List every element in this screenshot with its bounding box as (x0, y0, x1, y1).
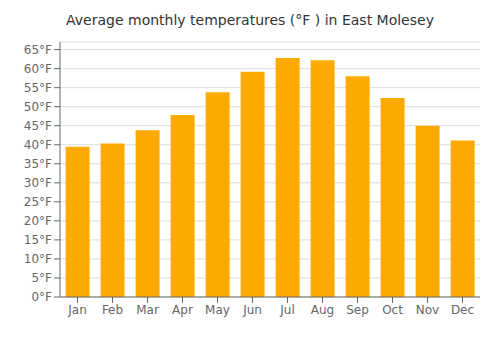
svg-text:Nov: Nov (416, 303, 439, 317)
svg-text:Mar: Mar (136, 303, 159, 317)
svg-text:20°F: 20°F (24, 214, 52, 228)
svg-text:Jan: Jan (67, 303, 87, 317)
svg-text:60°F: 60°F (24, 62, 52, 76)
svg-text:30°F: 30°F (24, 176, 52, 190)
svg-text:15°F: 15°F (24, 233, 52, 247)
svg-text:Dec: Dec (451, 303, 474, 317)
svg-text:55°F: 55°F (24, 81, 52, 95)
svg-text:40°F: 40°F (24, 138, 52, 152)
html-text:Average monthly temperatures (: Average monthly temperatures (°F ) in Ea… (66, 12, 434, 28)
svg-text:Jun: Jun (242, 303, 262, 317)
svg-text:65°F: 65°F (24, 43, 52, 57)
svg-text:Aug: Aug (311, 303, 334, 317)
svg-text:45°F: 45°F (24, 119, 52, 133)
svg-text:Sep: Sep (346, 303, 369, 317)
svg-text:Oct: Oct (382, 303, 403, 317)
svg-text:0°F: 0°F (31, 290, 52, 304)
svg-text:10°F: 10°F (24, 252, 52, 266)
svg-text:Jul: Jul (279, 303, 294, 317)
svg-text:Feb: Feb (102, 303, 123, 317)
svg-text:35°F: 35°F (24, 157, 52, 171)
svg-text:May: May (205, 303, 230, 317)
svg-text:25°F: 25°F (24, 195, 52, 209)
svg-text:50°F: 50°F (24, 100, 52, 114)
svg-text:5°F: 5°F (31, 271, 52, 285)
svg-text:Apr: Apr (172, 303, 193, 317)
